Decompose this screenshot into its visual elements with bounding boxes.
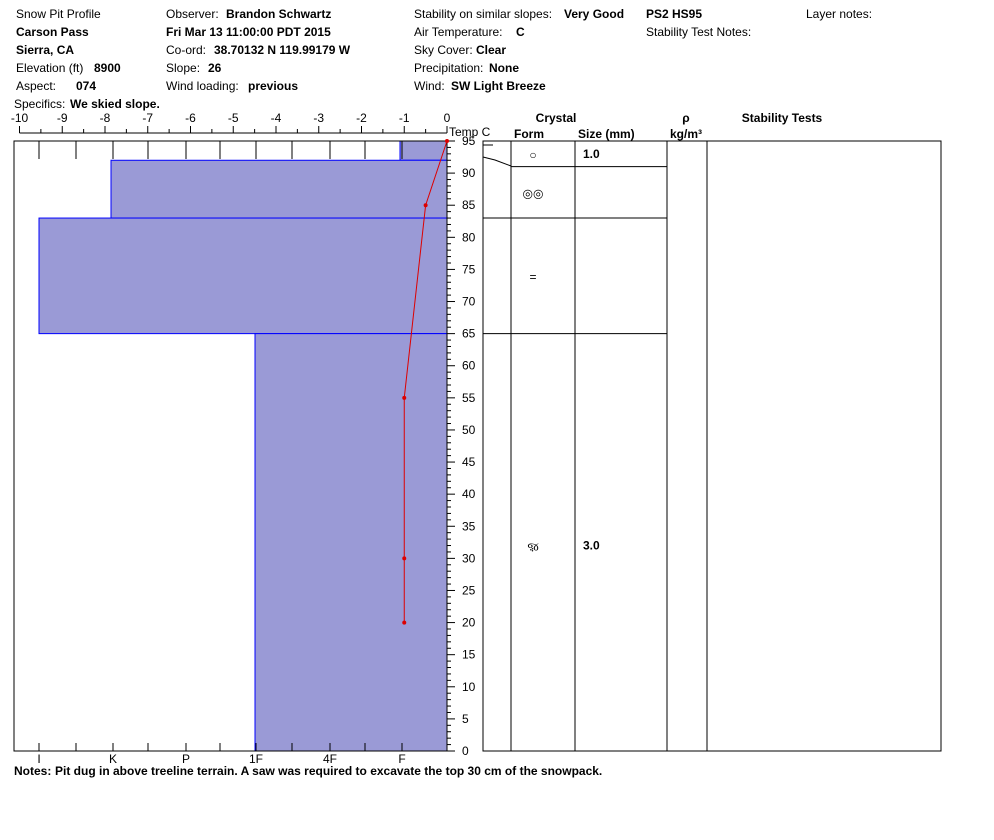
height-tick-label-9: 45 [462, 455, 476, 469]
aspect-label: Aspect: [16, 79, 57, 93]
air-temp-label: Air Temperature: [414, 25, 503, 39]
height-tick-label-15: 75 [462, 262, 476, 276]
height-tick-label-6: 30 [462, 551, 476, 565]
temp-tick-label-2: -8 [100, 111, 111, 125]
height-tick-label-13: 65 [462, 327, 476, 341]
slope-label: Slope: [166, 61, 201, 75]
hardness-bar-3 [254, 333, 448, 752]
height-tick-label-10: 50 [462, 423, 476, 437]
height-tick-label-17: 85 [462, 198, 476, 212]
height-tick-label-11: 55 [462, 391, 476, 405]
region: Sierra, CA [16, 43, 75, 57]
temperature-point-3 [402, 556, 407, 561]
hardness-tick-label-0: I [37, 752, 40, 766]
crystal-size-0: 1.0 [583, 147, 600, 161]
temp-tick-label-5: -5 [228, 111, 239, 125]
slope-value: 26 [208, 61, 222, 75]
specifics-label: Specifics: [14, 97, 66, 111]
notes-text: Pit dug in above treeline terrain. A saw… [55, 764, 603, 778]
precipitation-value: None [489, 61, 519, 75]
layer-boundary-link-2 [482, 156, 512, 167]
stability-label: Stability on similar slopes: [414, 7, 553, 21]
temperature-point-0 [445, 139, 449, 143]
wind-loading-value: previous [248, 79, 299, 93]
temperature-point-4 [402, 620, 407, 625]
layer-table-frame [482, 140, 942, 752]
temp-tick-label-6: -4 [271, 111, 282, 125]
hardness-tick-label-5: F [398, 752, 405, 766]
sky-cover-label: Sky Cover: [414, 43, 473, 57]
stability-test-notes-label: Stability Test Notes: [646, 25, 752, 39]
observation-datetime: Fri Mar 13 11:00:00 PDT 2015 [166, 25, 331, 39]
temp-tick-label-8: -2 [356, 111, 367, 125]
temp-tick-label-1: -9 [57, 111, 68, 125]
height-tick-label-2: 10 [462, 680, 476, 694]
temperature-point-1 [423, 203, 428, 208]
size-header: Size (mm) [578, 127, 635, 141]
height-tick-label-18: 90 [462, 166, 476, 180]
crystal-form-2: = [529, 270, 536, 284]
density-header: ρ [682, 111, 689, 125]
density-units-header: kg/m³ [670, 127, 702, 141]
form-header: Form [514, 127, 544, 141]
crystal-form-0: ○ [529, 148, 536, 162]
elevation-value: 8900 [94, 61, 121, 75]
coord-value: 38.70132 N 119.99179 W [214, 43, 351, 57]
hardness-bar-1 [110, 159, 448, 219]
hardness-bar-0 [399, 140, 448, 161]
air-temp-value: C [516, 25, 525, 39]
hardness-tick-label-1: K [109, 752, 117, 766]
location: Carson Pass [16, 25, 89, 39]
temp-tick-label-3: -7 [142, 111, 153, 125]
precipitation-label: Precipitation: [414, 61, 484, 75]
stability-value: Very Good [564, 7, 625, 21]
temp-axis-label: Temp C [449, 125, 491, 139]
wind-value: SW Light Breeze [451, 79, 546, 93]
specifics-value: We skied slope. [70, 97, 160, 111]
crystal-header: Crystal [536, 111, 577, 125]
height-tick-label-12: 60 [462, 359, 476, 373]
temp-tick-label-10: 0 [444, 111, 451, 125]
layer-notes-label: Layer notes: [806, 7, 873, 21]
height-tick-label-7: 35 [462, 519, 476, 533]
height-tick-label-16: 80 [462, 230, 476, 244]
stability-tests-header: Stability Tests [742, 111, 823, 125]
hardness-tick-label-4: 4F [323, 752, 337, 766]
wind-label: Wind: [414, 79, 445, 93]
hardness-bar-2 [38, 217, 448, 335]
height-tick-label-3: 15 [462, 648, 476, 662]
profile-title: Snow Pit Profile [16, 7, 101, 21]
temp-tick-label-4: -6 [185, 111, 196, 125]
crystal-form-1: ◎◎ [523, 186, 544, 200]
height-tick-label-5: 25 [462, 583, 476, 597]
observer-value: Brandon Schwartz [226, 7, 332, 21]
observer-label: Observer: [166, 7, 219, 21]
temp-tick-label-7: -3 [313, 111, 324, 125]
height-tick-label-1: 5 [462, 712, 469, 726]
height-tick-label-8: 40 [462, 487, 476, 501]
wind-loading-label: Wind loading: [166, 79, 239, 93]
temperature-point-2 [402, 395, 407, 400]
height-tick-label-19: 95 [462, 134, 476, 148]
hardness-tick-label-2: P [182, 752, 190, 766]
ps-hs-value: PS2 HS95 [646, 7, 703, 21]
height-tick-label-0: 0 [462, 744, 469, 758]
crystal-size-3: 3.0 [583, 539, 600, 553]
notes-label: Notes: [14, 764, 52, 778]
height-tick-label-4: 20 [462, 616, 476, 630]
aspect-value: 074 [76, 79, 97, 93]
height-tick-label-14: 70 [462, 295, 476, 309]
temp-tick-label-9: -1 [399, 111, 410, 125]
coord-label: Co-ord: [166, 43, 207, 57]
sky-cover-value: Clear [476, 43, 507, 57]
temp-tick-label-0: -10 [11, 111, 29, 125]
crystal-form-3: ૹ [527, 540, 539, 554]
hardness-tick-label-3: 1F [249, 752, 263, 766]
elevation-label: Elevation (ft) [16, 61, 84, 75]
